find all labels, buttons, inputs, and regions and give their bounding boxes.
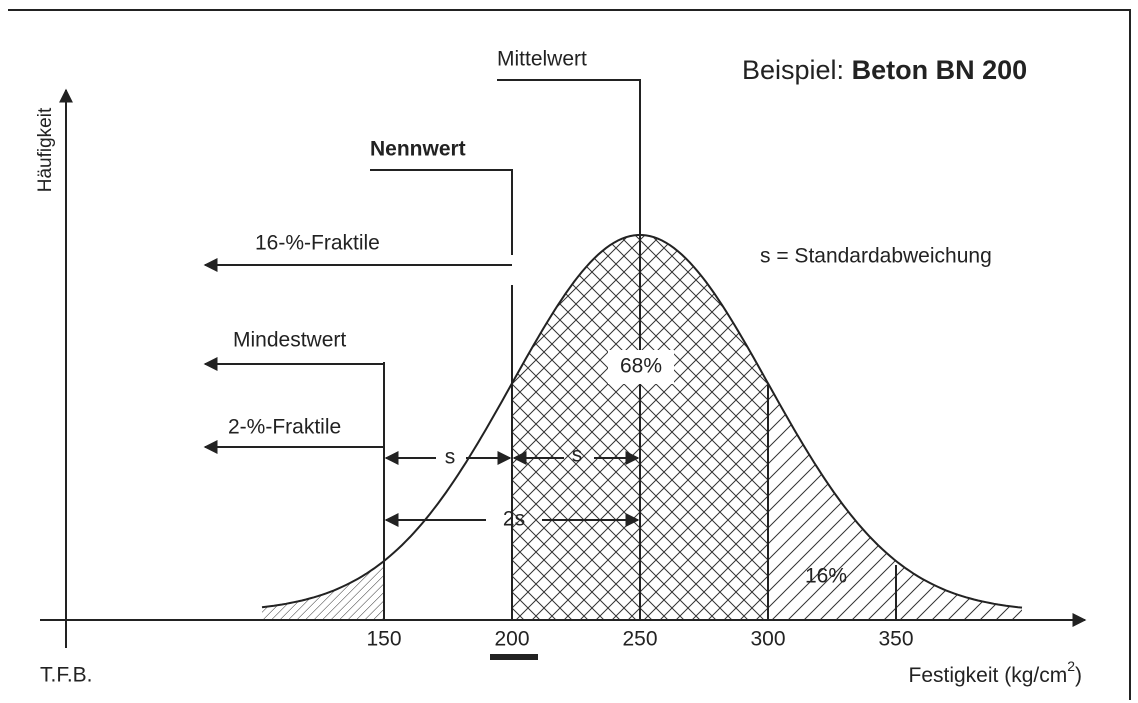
label: 16-%-Fraktile bbox=[255, 232, 380, 255]
x-label-close: ) bbox=[1075, 664, 1082, 687]
label: Nennwert bbox=[370, 138, 466, 161]
x-tick-label: 250 bbox=[622, 628, 657, 651]
label: s = Standardabweichung bbox=[760, 245, 992, 268]
mean-line bbox=[497, 79, 641, 620]
x-tick-label: 150 bbox=[366, 628, 401, 651]
title-prefix: Beispiel: bbox=[742, 55, 844, 85]
label: 68% bbox=[620, 355, 662, 378]
label: s bbox=[572, 444, 583, 467]
y-axis-label: Häufigkeit bbox=[35, 107, 56, 192]
x-tick-label: 350 bbox=[878, 628, 913, 651]
x-tick-label: 300 bbox=[750, 628, 785, 651]
label-bg bbox=[608, 350, 674, 384]
title: Beispiel: Beton BN 200 bbox=[742, 55, 1027, 85]
x-tick-label: 200 bbox=[494, 628, 529, 651]
frame bbox=[8, 9, 1131, 700]
nominal-line bbox=[370, 169, 513, 620]
label: Mindestwert bbox=[233, 329, 346, 352]
normal-curve bbox=[261, 234, 1023, 609]
label: 2-%-Fraktile bbox=[228, 416, 341, 439]
x-label-sup: 2 bbox=[1067, 658, 1075, 674]
x-axis-label: Festigkeit (kg/cm2) bbox=[909, 658, 1083, 687]
credit: T.F.B. bbox=[40, 664, 93, 687]
label: Mittelwert bbox=[497, 48, 587, 71]
label: 2s bbox=[503, 508, 525, 531]
label: 16% bbox=[805, 565, 847, 588]
label: s bbox=[445, 446, 456, 469]
x-label-text: Festigkeit (kg/cm bbox=[909, 664, 1068, 687]
title-bold: Beton BN 200 bbox=[852, 55, 1028, 85]
nominal-underline bbox=[490, 654, 538, 660]
